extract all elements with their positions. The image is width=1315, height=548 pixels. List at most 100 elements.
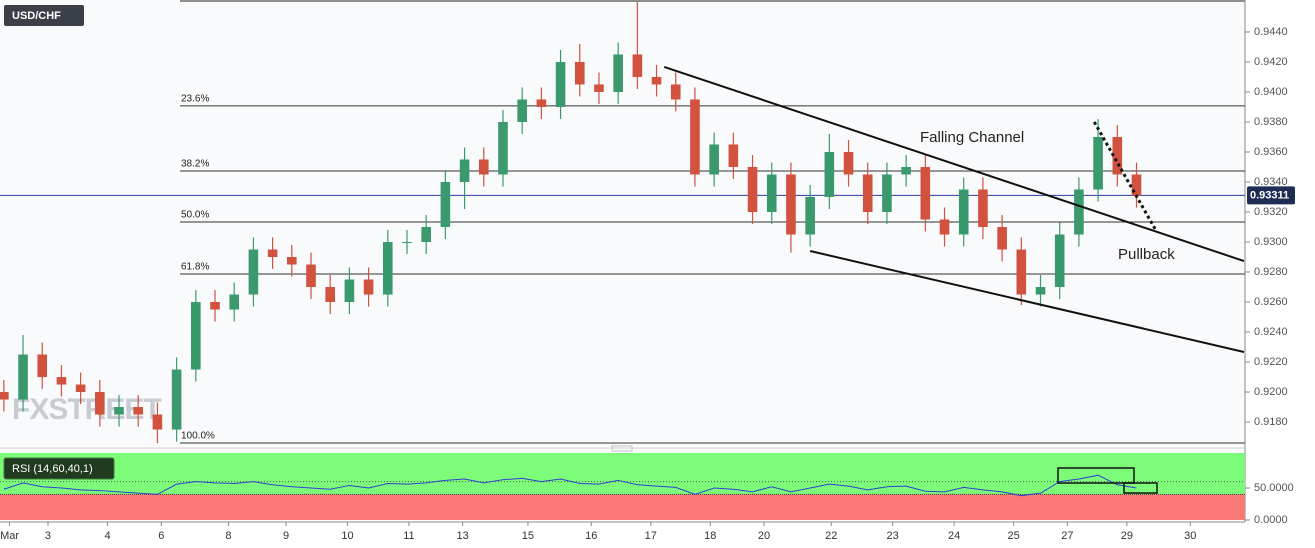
- candle-body: [267, 249, 278, 258]
- y-tick-label: 0.9420: [1254, 56, 1288, 68]
- candle-body: [1035, 287, 1046, 295]
- x-tick-label: 22: [825, 530, 837, 542]
- candle-body: [632, 54, 643, 77]
- chart-title: USD/CHF: [12, 10, 61, 22]
- current-price-label: 0.93311: [1250, 189, 1289, 201]
- x-tick-label: 30: [1184, 530, 1196, 542]
- fib-label: 100.0%: [181, 431, 215, 442]
- candle-body: [862, 174, 873, 212]
- annotation: Falling Channel: [920, 129, 1024, 146]
- candle-body: [978, 189, 988, 228]
- candle-body: [229, 294, 240, 310]
- candle-body: [459, 159, 470, 182]
- candle-body: [1074, 189, 1084, 235]
- candle-body: [747, 166, 758, 212]
- candle-body: [440, 181, 451, 228]
- y-tick-label: 0.9300: [1254, 236, 1288, 248]
- y-tick-label: 0.9220: [1254, 356, 1288, 368]
- trendline: [663, 65, 1245, 263]
- pullback-line: [1092, 121, 1157, 231]
- x-tick-label: 17: [645, 530, 657, 542]
- rsi-upper-zone: [0, 453, 1245, 495]
- fib-label: 23.6%: [181, 94, 209, 105]
- candle-body: [421, 227, 431, 243]
- candle-body: [56, 377, 67, 385]
- candle-body: [766, 174, 777, 212]
- panel-grip[interactable]: [611, 445, 633, 452]
- x-tick-label: 8: [225, 530, 231, 542]
- candle-body: [382, 242, 393, 295]
- candle-body: [287, 257, 297, 265]
- y-tick-label: 0.9260: [1254, 296, 1288, 308]
- x-tick-label: 27: [1061, 530, 1073, 542]
- candle-body: [843, 151, 854, 175]
- symbol-badge: [4, 5, 84, 26]
- candle-body: [651, 76, 662, 85]
- candle-body: [344, 279, 355, 303]
- y-tick-label: 0.9380: [1254, 116, 1288, 128]
- candle-body: [152, 414, 163, 430]
- candle-body: [133, 407, 144, 415]
- candle-body: [248, 249, 259, 295]
- candle-body: [75, 384, 86, 393]
- candle-body: [478, 159, 489, 175]
- candle-body: [210, 302, 220, 310]
- candle-body: [1093, 136, 1103, 190]
- x-tick-label: 13: [457, 530, 469, 542]
- candle-body: [306, 264, 316, 288]
- candle-body: [901, 166, 911, 175]
- candle-body: [882, 174, 892, 212]
- x-tick-label: 6: [158, 530, 164, 542]
- candle-body: [939, 219, 950, 235]
- candle-body: [0, 392, 9, 400]
- y-tick-label: 0.9240: [1254, 326, 1288, 338]
- rsi-badge: [3, 457, 115, 480]
- candle-body: [555, 61, 566, 107]
- candle-body: [690, 99, 700, 175]
- fib-label: 61.8%: [181, 262, 209, 273]
- x-tick-label: 24: [948, 530, 960, 542]
- x-tick-label: 10: [341, 530, 353, 542]
- y-tick-label: 0.9360: [1254, 146, 1288, 158]
- y-tick-label: 0.9280: [1254, 266, 1288, 278]
- candle-body: [958, 189, 969, 235]
- x-tick-label: 16: [585, 530, 597, 542]
- candle-body: [824, 151, 835, 197]
- candle-body: [613, 54, 623, 92]
- candle-body: [1131, 174, 1142, 196]
- rsi-lower-zone: [0, 494, 1245, 520]
- x-tick-label: 29: [1121, 530, 1133, 542]
- candle-body: [997, 227, 1007, 250]
- y-tick-label: 0.9440: [1254, 26, 1288, 38]
- candle-body: [574, 61, 585, 85]
- candle-body: [37, 354, 48, 378]
- x-tick-label: 4: [104, 530, 110, 542]
- candle-body: [805, 196, 815, 235]
- rsi-highlight-box: [1057, 467, 1135, 484]
- y-tick-label: 0.9180: [1254, 416, 1288, 428]
- x-tick-label: 3: [45, 530, 51, 542]
- x-tick-label: 18: [704, 530, 716, 542]
- rsi-highlight-box: [1123, 482, 1158, 494]
- y-tick-label: 0.9320: [1254, 206, 1288, 218]
- y-tick-label: 0.9200: [1254, 386, 1288, 398]
- candle-body: [1016, 249, 1027, 295]
- current-price-badge: [1247, 186, 1295, 205]
- y-tick-label: 50.0000: [1254, 482, 1294, 494]
- candle-body: [171, 369, 182, 430]
- x-tick-label: Mar: [0, 530, 19, 542]
- candle-body: [786, 174, 796, 235]
- rsi-title: RSI (14,60,40,1): [12, 463, 93, 475]
- candle-body: [517, 99, 527, 122]
- candle-body: [1054, 234, 1065, 288]
- candle-body: [728, 144, 739, 167]
- trendline: [809, 250, 1245, 353]
- candle-body: [191, 302, 201, 370]
- x-tick-label: 20: [758, 530, 770, 542]
- candle-body: [1112, 136, 1123, 175]
- x-tick-label: 25: [1008, 530, 1020, 542]
- x-tick-label: 15: [522, 530, 534, 542]
- candle-body: [114, 407, 124, 415]
- y-tick-label: 0.9340: [1254, 176, 1288, 188]
